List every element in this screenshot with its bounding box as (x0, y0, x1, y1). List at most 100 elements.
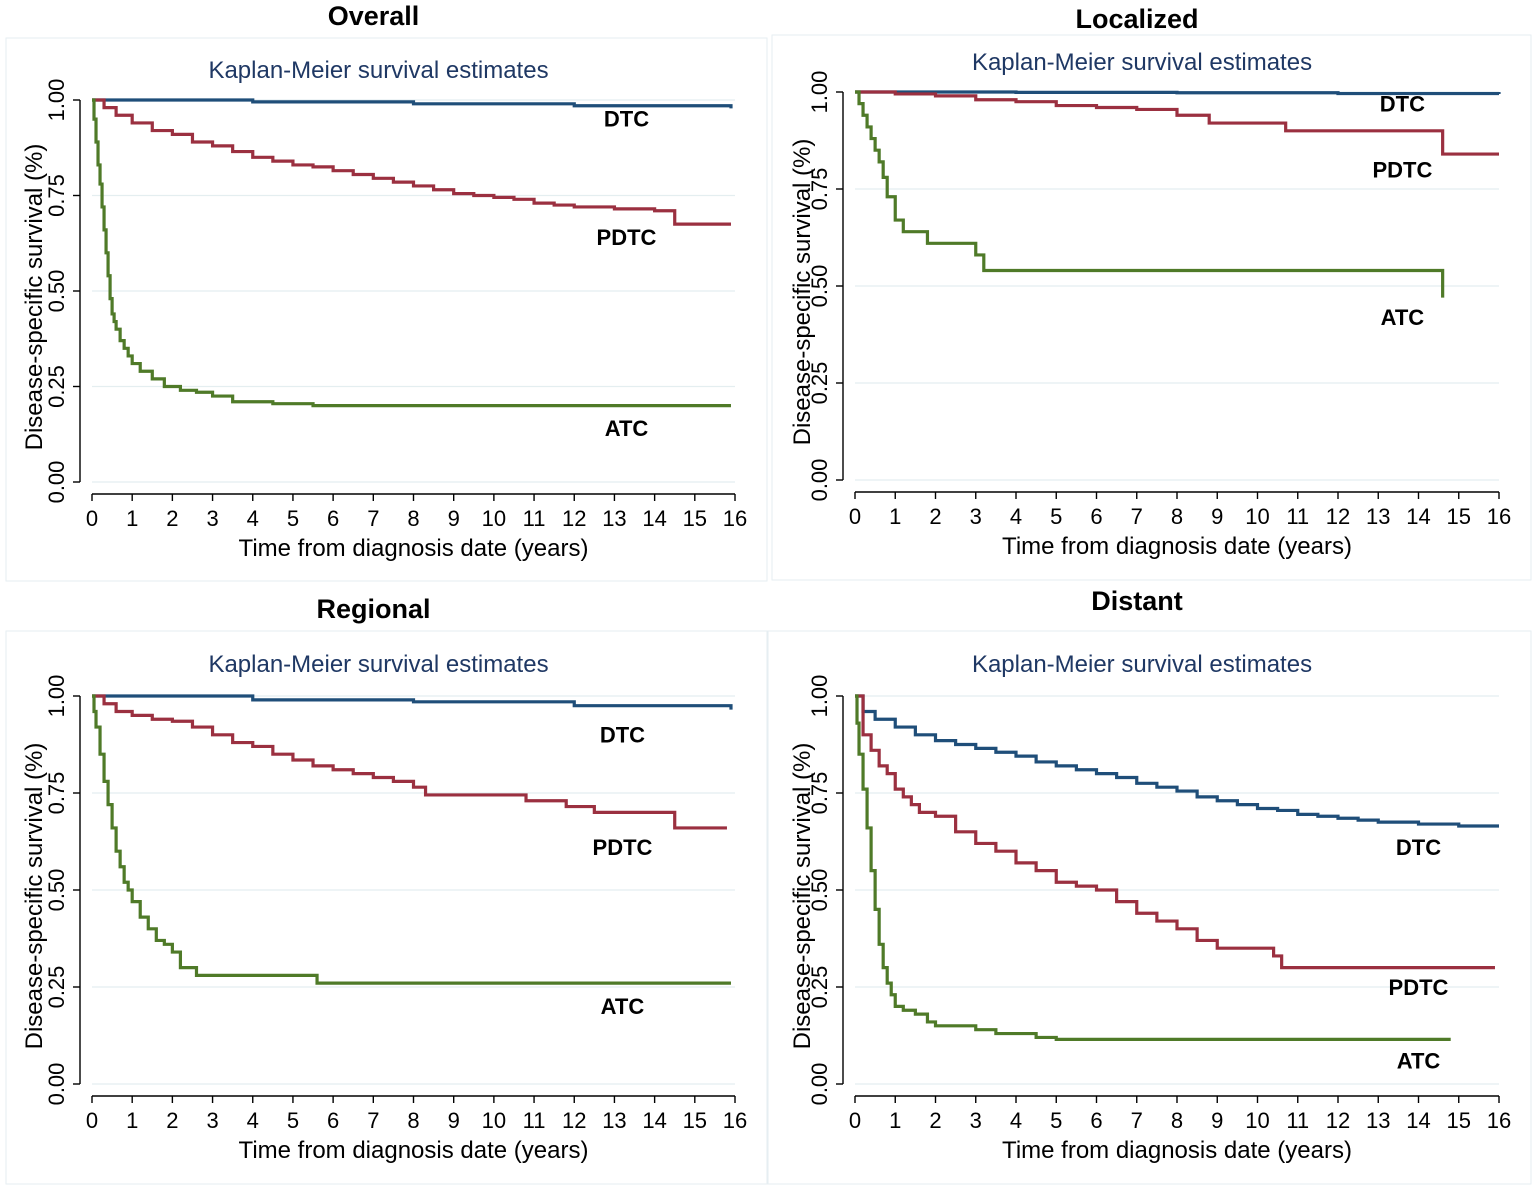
x-tick-label: 15 (683, 506, 707, 531)
series-label-atc: ATC (605, 416, 649, 441)
x-axis-label: Time from diagnosis date (years) (1002, 1137, 1352, 1164)
x-tick-label: 15 (1447, 1108, 1471, 1133)
x-tick-label: 7 (367, 1108, 379, 1133)
y-tick-label: 1.00 (44, 675, 69, 718)
km-curve-dtc (855, 694, 1499, 828)
x-tick-label: 9 (1211, 1108, 1223, 1133)
x-tick-label: 6 (327, 1108, 339, 1133)
y-tick-label: 0.25 (807, 362, 832, 405)
panel-localized: 0.00 0.25 0.50 0.75 1.00 0 1 2 3 4 5 6 7 8 9 10 11 12 13 14… (768, 0, 1533, 594)
y-axis-label: Disease-specific survival (%) (789, 743, 816, 1050)
km-curve-pdtc (92, 694, 727, 830)
x-tick-label: 4 (247, 1108, 259, 1133)
x-tick-label: 7 (1131, 1108, 1143, 1133)
series-label-dtc: DTC (600, 723, 645, 748)
x-tick-label: 11 (1286, 1108, 1309, 1133)
series-label-dtc: DTC (1396, 835, 1441, 860)
chart-svg: 0.000.250.500.751.000 1 2 3 4 5 6 7 8 9 10 11 12 13 14… (771, 4, 1532, 581)
y-tick-label: 0.00 (807, 459, 832, 502)
x-tick-label: 10 (482, 506, 506, 531)
x-tick-label: 15 (683, 1108, 707, 1133)
x-tick-label: 16 (1487, 504, 1511, 529)
chart-subtitle: Kaplan-Meier survival estimates (208, 651, 548, 678)
y-tick-label: 1.00 (44, 79, 69, 122)
x-tick-label: 14 (642, 506, 666, 531)
x-tick-label: 14 (1406, 504, 1430, 529)
x-tick-label: 15 (1447, 504, 1471, 529)
chart-subtitle: Kaplan-Meier survival estimates (208, 57, 548, 84)
x-tick-label: 8 (407, 506, 419, 531)
chart-frame (767, 630, 1532, 1185)
y-axis-label: Disease-specific survival (%) (21, 743, 48, 1050)
x-tick-label: 13 (602, 1108, 626, 1133)
y-tick-label: 0.00 (44, 1063, 69, 1106)
chart-frame (5, 630, 768, 1185)
x-tick-label: 11 (523, 506, 546, 531)
x-tick-label: 7 (367, 506, 379, 531)
x-tick-label: 1 (126, 1108, 138, 1133)
x-tick-label: 6 (327, 506, 339, 531)
x-tick-label: 8 (1171, 1108, 1183, 1133)
y-tick-label: 0.50 (44, 869, 69, 912)
x-tick-label: 4 (247, 506, 259, 531)
series-label-pdtc: PDTC (1389, 975, 1449, 1000)
x-tick-label: 0 (86, 506, 98, 531)
x-tick-label: 13 (602, 506, 626, 531)
y-tick-label: 0.00 (807, 1063, 832, 1106)
x-tick-label: 12 (562, 506, 586, 531)
x-tick-label: 12 (1326, 504, 1350, 529)
x-tick-label: 14 (1406, 1108, 1430, 1133)
x-tick-label: 0 (86, 1108, 98, 1133)
x-tick-label: 4 (1010, 504, 1022, 529)
chart-svg: 0.000.250.500.751.000 1 2 3 4 5 6 7 8 9 10 11 12 13 14… (5, 594, 768, 1185)
x-axis-label: Time from diagnosis date (years) (1002, 533, 1352, 560)
chart-frame (771, 34, 1532, 581)
x-tick-label: 5 (1050, 1108, 1062, 1133)
series-label-dtc: DTC (604, 107, 649, 132)
x-tick-label: 11 (523, 1108, 546, 1133)
x-tick-label: 4 (1010, 1108, 1022, 1133)
chart-title: Distant (1091, 586, 1183, 616)
y-tick-label: 0.75 (44, 174, 69, 217)
km-curve-pdtc (855, 90, 1499, 156)
x-tick-label: 9 (1211, 504, 1223, 529)
x-tick-label: 2 (166, 506, 178, 531)
x-tick-label: 6 (1090, 1108, 1102, 1133)
y-tick-label: 0.25 (44, 365, 69, 408)
series-label-pdtc: PDTC (1372, 157, 1432, 182)
series-label-atc: ATC (1397, 1048, 1441, 1073)
x-tick-label: 7 (1131, 504, 1143, 529)
x-tick-label: 0 (849, 1108, 861, 1133)
panel-distant: 0.00 0.25 0.50 0.75 1.00 0 1 2 3 4 5 6 7 8 9 10 11 12 13 14… (767, 586, 1533, 1188)
series-label-atc: ATC (1381, 305, 1425, 330)
x-tick-label: 10 (482, 1108, 506, 1133)
series-label-pdtc: PDTC (597, 225, 657, 250)
y-tick-label: 0.25 (44, 966, 69, 1009)
x-tick-label: 5 (1050, 504, 1062, 529)
x-tick-label: 9 (448, 1108, 460, 1133)
x-tick-label: 16 (723, 506, 747, 531)
km-curve-atc (855, 90, 1445, 298)
x-tick-label: 12 (1326, 1108, 1350, 1133)
y-tick-label: 1.00 (807, 675, 832, 718)
x-tick-label: 6 (1090, 504, 1102, 529)
x-tick-label: 1 (889, 1108, 901, 1133)
y-tick-label: 0.75 (807, 168, 832, 211)
y-axis-label: Disease-specific survival (%) (21, 144, 48, 451)
x-axis-label: Time from diagnosis date (years) (239, 535, 589, 562)
x-tick-label: 5 (287, 1108, 299, 1133)
x-tick-label: 10 (1245, 504, 1269, 529)
x-tick-label: 1 (889, 504, 901, 529)
km-curve-atc (92, 98, 731, 408)
series-label-dtc: DTC (1380, 91, 1425, 116)
x-tick-label: 16 (1487, 1108, 1511, 1133)
y-tick-label: 0.50 (807, 869, 832, 912)
x-tick-label: 14 (642, 1108, 666, 1133)
chart-subtitle: Kaplan-Meier survival estimates (972, 651, 1312, 678)
x-tick-label: 16 (723, 1108, 747, 1133)
panel-regional: 0.00 0.25 0.50 0.75 1.00 0 1 2 3 4 5 6 7 8 9 10 11 12 13 14… (0, 594, 768, 1188)
x-tick-label: 1 (126, 506, 138, 531)
y-tick-label: 1.00 (807, 71, 832, 114)
y-tick-label: 0.75 (44, 772, 69, 815)
x-tick-label: 5 (287, 506, 299, 531)
